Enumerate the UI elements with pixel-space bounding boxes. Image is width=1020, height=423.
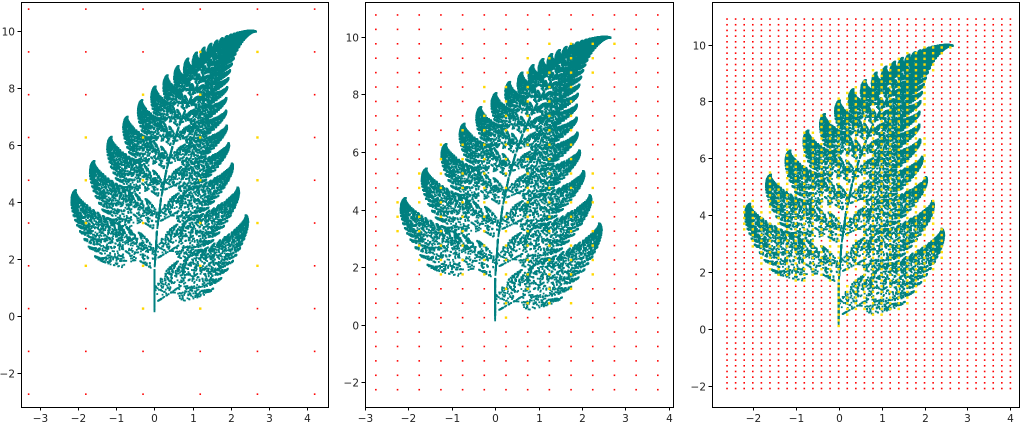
uncovered-cell-marker bbox=[314, 308, 316, 310]
uncovered-cell-marker bbox=[314, 222, 316, 224]
uncovered-cell-marker bbox=[314, 179, 316, 181]
fern-point bbox=[192, 166, 194, 168]
uncovered-cell-marker bbox=[85, 8, 87, 10]
uncovered-cell-marker bbox=[28, 51, 30, 53]
uncovered-cell-marker bbox=[85, 94, 87, 96]
fern-point-cloud bbox=[70, 30, 256, 313]
uncovered-cell-marker bbox=[314, 94, 316, 96]
uncovered-cell-marker bbox=[28, 351, 30, 353]
fern-point bbox=[202, 237, 204, 239]
fern-point bbox=[104, 253, 106, 255]
fern-point bbox=[208, 275, 210, 277]
fern-point bbox=[126, 183, 128, 185]
uncovered-cell-marker bbox=[257, 8, 259, 10]
uncovered-cell-marker bbox=[28, 265, 30, 267]
uncovered-cell-marker bbox=[314, 137, 316, 139]
uncovered-cell-marker bbox=[85, 393, 87, 395]
fern-point bbox=[191, 240, 193, 242]
uncovered-cell-marker bbox=[314, 8, 316, 10]
fern-point bbox=[104, 250, 106, 252]
uncovered-cell-marker bbox=[314, 51, 316, 53]
uncovered-cell-marker bbox=[28, 222, 30, 224]
uncovered-cell-marker bbox=[257, 308, 259, 310]
uncovered-cell-marker bbox=[257, 94, 259, 96]
uncovered-cell-marker bbox=[28, 137, 30, 139]
uncovered-cell-marker bbox=[85, 351, 87, 353]
fern-point bbox=[115, 215, 117, 217]
fern-point bbox=[174, 292, 176, 294]
uncovered-cell-marker bbox=[199, 351, 201, 353]
uncovered-cell-marker bbox=[28, 94, 30, 96]
uncovered-cell-marker bbox=[142, 51, 144, 53]
uncovered-cell-marker bbox=[142, 8, 144, 10]
uncovered-cell-marker bbox=[85, 308, 87, 310]
uncovered-cell-marker bbox=[257, 351, 259, 353]
uncovered-cell-marker bbox=[314, 351, 316, 353]
uncovered-cell-marker bbox=[28, 179, 30, 181]
uncovered-cell-marker bbox=[199, 393, 201, 395]
uncovered-cell-marker bbox=[314, 393, 316, 395]
fern-point bbox=[196, 279, 198, 281]
uncovered-cell-marker bbox=[85, 51, 87, 53]
uncovered-cell-marker bbox=[28, 393, 30, 395]
uncovered-cell-marker bbox=[142, 351, 144, 353]
fern-point bbox=[183, 245, 185, 247]
uncovered-cell-marker bbox=[257, 393, 259, 395]
uncovered-cell-marker bbox=[199, 8, 201, 10]
uncovered-cell-marker bbox=[314, 265, 316, 267]
uncovered-cell-marker bbox=[28, 8, 30, 10]
uncovered-cell-marker bbox=[28, 308, 30, 310]
uncovered-cell-marker bbox=[142, 393, 144, 395]
